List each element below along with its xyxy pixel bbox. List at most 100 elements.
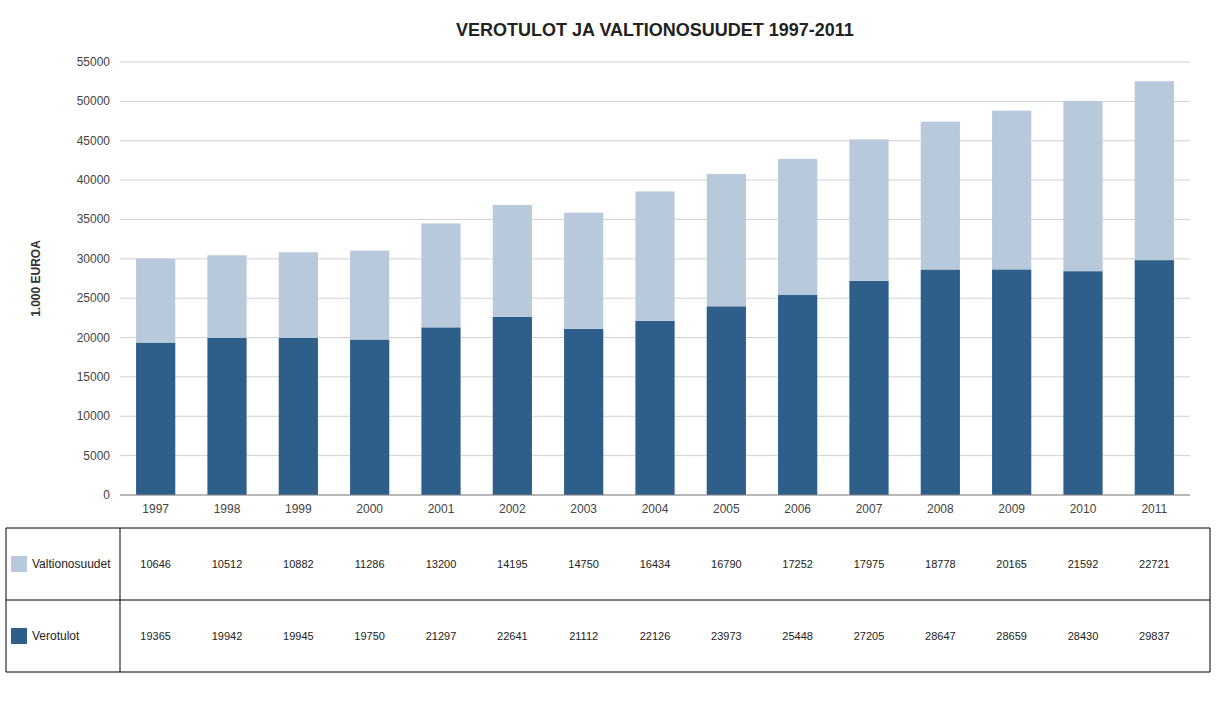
y-axis-label: 1.000 EUROA — [29, 240, 43, 317]
x-tick-label: 2005 — [713, 502, 740, 516]
data-label: 19365 — [140, 630, 171, 642]
table-line — [6, 528, 7, 672]
data-label: 22126 — [640, 630, 671, 642]
x-tick-label: 2007 — [856, 502, 883, 516]
bar — [279, 338, 318, 495]
y-grid — [120, 62, 1190, 495]
y-tick-label: 15000 — [77, 370, 111, 384]
data-label: 16790 — [711, 558, 742, 570]
x-tick-label: 2000 — [356, 502, 383, 516]
x-tick-label: 2009 — [998, 502, 1025, 516]
bar — [350, 251, 389, 340]
bar — [1063, 271, 1102, 495]
y-tick-label: 25000 — [77, 291, 111, 305]
legend-label: Verotulot — [32, 629, 80, 643]
bar — [421, 327, 460, 495]
x-tick-label: 1997 — [142, 502, 169, 516]
data-label: 17975 — [854, 558, 885, 570]
y-tick-label: 50000 — [77, 94, 111, 108]
bar — [564, 329, 603, 495]
data-label: 28647 — [925, 630, 956, 642]
data-label: 28430 — [1068, 630, 1099, 642]
legend-label: Valtionosuudet — [32, 557, 111, 571]
bar — [207, 338, 246, 495]
data-label: 21112 — [569, 630, 598, 642]
data-label: 29837 — [1139, 630, 1170, 642]
x-tick-label: 2003 — [570, 502, 597, 516]
y-tick-label: 10000 — [77, 409, 111, 423]
y-tick-label: 55000 — [77, 55, 111, 69]
y-tick-label: 40000 — [77, 173, 111, 187]
bar — [207, 255, 246, 338]
data-label: 22641 — [497, 630, 528, 642]
grid-line — [120, 495, 1190, 496]
bar — [493, 205, 532, 317]
bar — [350, 340, 389, 495]
data-label: 19942 — [212, 630, 243, 642]
x-tick-label: 2006 — [784, 502, 811, 516]
y-tick-label: 0 — [103, 488, 110, 502]
data-label: 19945 — [283, 630, 314, 642]
table-line — [6, 672, 1210, 673]
legend-table: Valtionosuudet10646105121088211286132001… — [6, 528, 1210, 672]
x-tick-label: 2010 — [1070, 502, 1097, 516]
bar — [564, 213, 603, 329]
bar — [136, 343, 175, 495]
y-tick-label: 5000 — [83, 449, 110, 463]
chart-container: VEROTULOT JA VALTIONOSUUDET 1997-2011 1.0… — [0, 0, 1227, 714]
table-line — [6, 528, 1210, 529]
x-tick-label: 2001 — [428, 502, 455, 516]
bar — [778, 159, 817, 295]
table-line — [6, 600, 1210, 601]
bar — [707, 306, 746, 495]
x-tick-label: 2011 — [1141, 502, 1167, 516]
bar — [1063, 101, 1102, 271]
bar — [921, 122, 960, 270]
data-label: 13200 — [426, 558, 457, 570]
data-label: 17252 — [782, 558, 813, 570]
bar — [635, 321, 674, 495]
bar — [992, 111, 1031, 270]
legend-swatch — [11, 628, 27, 644]
data-label: 21297 — [426, 630, 457, 642]
bar — [1135, 81, 1174, 260]
y-tick-label: 30000 — [77, 252, 111, 266]
title: VEROTULOT JA VALTIONOSUUDET 1997-2011 — [456, 20, 854, 40]
bar — [1135, 260, 1174, 495]
legend-swatch — [11, 556, 27, 572]
data-label: 10512 — [212, 558, 243, 570]
data-label: 16434 — [640, 558, 671, 570]
x-ticks: 1997199819992000200120022003200420052006… — [142, 502, 1167, 516]
bar — [992, 269, 1031, 495]
grid-line — [120, 62, 1190, 63]
bar — [707, 174, 746, 306]
x-tick-label: 1999 — [285, 502, 312, 516]
chart: VEROTULOT JA VALTIONOSUUDET 1997-2011 1.0… — [0, 0, 1227, 714]
bar — [849, 139, 888, 281]
bar — [279, 252, 318, 338]
y-ticks: 0500010000150002000025000300003500040000… — [77, 55, 111, 502]
data-label: 25448 — [782, 630, 813, 642]
data-label: 14195 — [497, 558, 528, 570]
series-bars — [136, 81, 1174, 342]
data-label: 19750 — [354, 630, 385, 642]
data-label: 10646 — [140, 558, 171, 570]
x-tick-label: 2008 — [927, 502, 954, 516]
data-label: 21592 — [1068, 558, 1099, 570]
bar — [136, 259, 175, 343]
table-line — [120, 528, 121, 672]
bar — [778, 295, 817, 495]
data-label: 28659 — [996, 630, 1027, 642]
data-label: 18778 — [925, 558, 956, 570]
bars — [136, 81, 1174, 495]
y-tick-label: 45000 — [77, 134, 111, 148]
x-tick-label: 2004 — [642, 502, 669, 516]
data-label: 10882 — [283, 558, 314, 570]
bar — [493, 317, 532, 495]
bar — [849, 281, 888, 495]
data-label: 22721 — [1139, 558, 1170, 570]
x-tick-label: 1998 — [214, 502, 241, 516]
data-label: 20165 — [996, 558, 1027, 570]
data-label: 14750 — [568, 558, 599, 570]
table-line — [1210, 528, 1211, 672]
